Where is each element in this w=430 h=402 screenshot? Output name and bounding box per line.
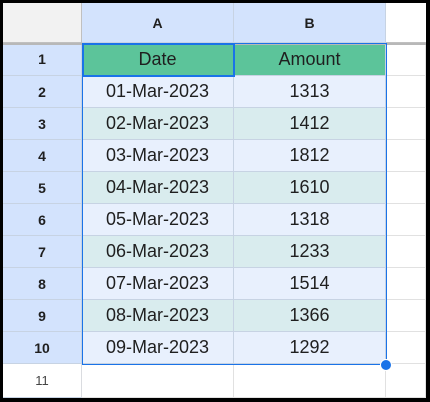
cell-c2[interactable] <box>386 76 426 108</box>
cell-c11[interactable] <box>386 364 426 398</box>
column-header-b[interactable]: B <box>234 3 386 43</box>
cell-c4[interactable] <box>386 140 426 172</box>
cell-a2[interactable]: 01-Mar-2023 <box>82 76 234 108</box>
row-header-5[interactable]: 5 <box>3 172 82 204</box>
cell-b5[interactable]: 1610 <box>234 172 386 204</box>
cell-a3[interactable]: 02-Mar-2023 <box>82 108 234 140</box>
select-all-corner[interactable] <box>3 3 82 43</box>
cell-b8[interactable]: 1514 <box>234 268 386 300</box>
row-header-11[interactable]: 11 <box>3 364 82 398</box>
row-header-7[interactable]: 7 <box>3 236 82 268</box>
cell-b6[interactable]: 1318 <box>234 204 386 236</box>
cell-c3[interactable] <box>386 108 426 140</box>
cell-c7[interactable] <box>386 236 426 268</box>
cell-b7[interactable]: 1233 <box>234 236 386 268</box>
cell-c6[interactable] <box>386 204 426 236</box>
fill-handle[interactable] <box>380 359 392 371</box>
column-header-a[interactable]: A <box>82 3 234 43</box>
cell-a11[interactable] <box>82 364 234 398</box>
cell-a6[interactable]: 05-Mar-2023 <box>82 204 234 236</box>
cell-a9[interactable]: 08-Mar-2023 <box>82 300 234 332</box>
cell-b1-amount-header[interactable]: Amount <box>234 43 386 76</box>
cell-b3[interactable]: 1412 <box>234 108 386 140</box>
cell-a1-date-header[interactable]: Date <box>82 43 234 76</box>
spreadsheet-frame: A B 1 Date Amount 2 01-Mar-2023 1313 3 0… <box>3 3 426 398</box>
cell-a4[interactable]: 03-Mar-2023 <box>82 140 234 172</box>
row-header-1[interactable]: 1 <box>3 43 82 76</box>
cell-c10[interactable] <box>386 332 426 364</box>
row-header-9[interactable]: 9 <box>3 300 82 332</box>
row-header-3[interactable]: 3 <box>3 108 82 140</box>
cell-c9[interactable] <box>386 300 426 332</box>
cell-b9[interactable]: 1366 <box>234 300 386 332</box>
header-row-divider <box>3 43 426 45</box>
cell-b10[interactable]: 1292 <box>234 332 386 364</box>
cell-c5[interactable] <box>386 172 426 204</box>
row-header-8[interactable]: 8 <box>3 268 82 300</box>
cell-b11[interactable] <box>234 364 386 398</box>
cell-b4[interactable]: 1812 <box>234 140 386 172</box>
cell-a8[interactable]: 07-Mar-2023 <box>82 268 234 300</box>
cell-a5[interactable]: 04-Mar-2023 <box>82 172 234 204</box>
cell-a10[interactable]: 09-Mar-2023 <box>82 332 234 364</box>
cell-b2[interactable]: 1313 <box>234 76 386 108</box>
row-header-2[interactable]: 2 <box>3 76 82 108</box>
column-header-c[interactable] <box>386 3 426 43</box>
cell-c1[interactable] <box>386 43 426 76</box>
row-header-10[interactable]: 10 <box>3 332 82 364</box>
cell-c8[interactable] <box>386 268 426 300</box>
row-header-4[interactable]: 4 <box>3 140 82 172</box>
row-header-6[interactable]: 6 <box>3 204 82 236</box>
cell-a7[interactable]: 06-Mar-2023 <box>82 236 234 268</box>
